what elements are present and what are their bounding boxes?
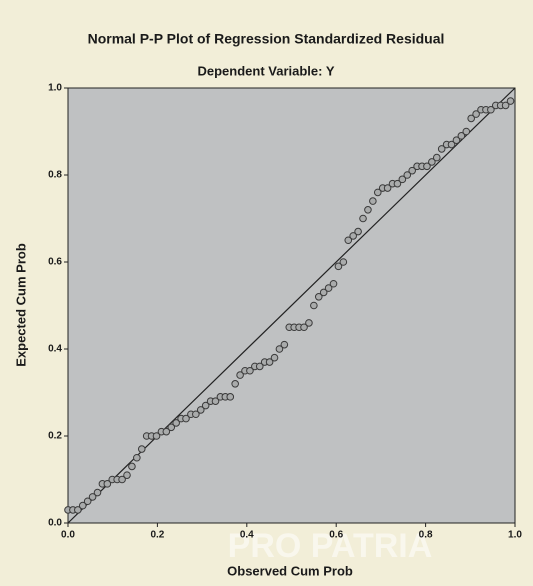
data-point bbox=[281, 341, 288, 348]
x-axis-label: Observed Cum Prob bbox=[227, 563, 353, 578]
y-tick-label: 0.8 bbox=[48, 170, 62, 181]
x-tick-label: 0.0 bbox=[61, 530, 75, 541]
data-point bbox=[365, 207, 372, 214]
y-tick-label: 0.0 bbox=[48, 518, 62, 529]
data-point bbox=[463, 128, 470, 135]
data-point bbox=[124, 472, 131, 479]
y-tick-label: 1.0 bbox=[48, 83, 62, 94]
x-tick-label: 0.2 bbox=[150, 530, 164, 541]
data-point bbox=[340, 259, 347, 266]
data-point bbox=[433, 154, 440, 161]
data-point bbox=[138, 446, 145, 453]
data-point bbox=[355, 228, 362, 235]
y-tick-label: 0.6 bbox=[48, 257, 62, 268]
data-point bbox=[507, 98, 514, 105]
y-axis-label: Expected Cum Prob bbox=[13, 243, 28, 367]
data-point bbox=[330, 280, 337, 287]
chart-title: Normal P-P Plot of Regression Standardiz… bbox=[88, 31, 445, 47]
chart-subtitle: Dependent Variable: Y bbox=[197, 63, 334, 78]
y-tick-label: 0.2 bbox=[48, 431, 62, 442]
data-point bbox=[129, 463, 136, 470]
x-tick-label: 0.4 bbox=[240, 530, 254, 541]
data-point bbox=[370, 198, 377, 205]
x-tick-label: 0.8 bbox=[419, 530, 433, 541]
data-point bbox=[360, 215, 367, 222]
data-point bbox=[227, 394, 234, 401]
data-point bbox=[271, 354, 278, 361]
x-tick-label: 1.0 bbox=[508, 530, 522, 541]
y-tick-label: 0.4 bbox=[48, 344, 62, 355]
data-point bbox=[306, 320, 313, 327]
data-point bbox=[311, 302, 318, 309]
data-point bbox=[94, 489, 101, 496]
chart: Normal P-P Plot of Regression Standardiz… bbox=[0, 0, 533, 586]
data-point bbox=[232, 381, 239, 388]
x-tick-label: 0.6 bbox=[329, 530, 343, 541]
data-point bbox=[134, 454, 141, 461]
